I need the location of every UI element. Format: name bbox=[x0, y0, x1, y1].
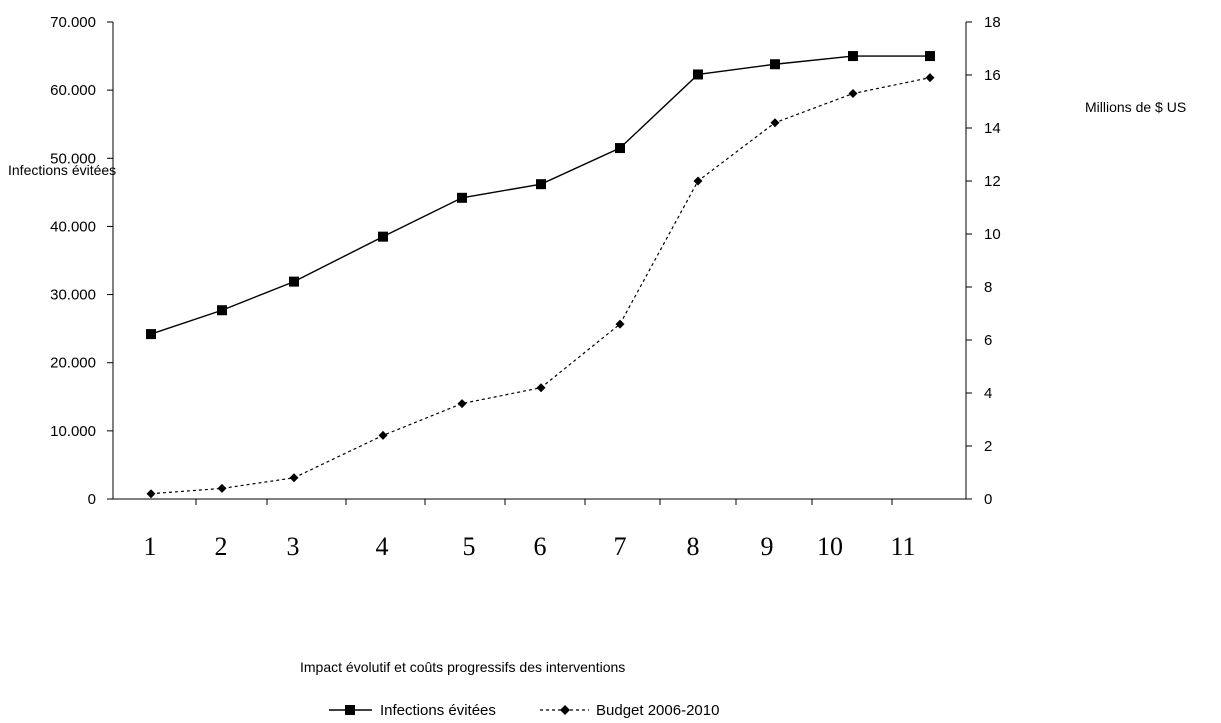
legend-budget-marker bbox=[560, 705, 570, 715]
left-tick-label: 50.000 bbox=[50, 150, 96, 167]
left-tick-label: 20.000 bbox=[50, 355, 96, 372]
x-tick-label: 1 bbox=[144, 532, 157, 561]
budget-point bbox=[693, 176, 703, 186]
budget-series-line bbox=[150, 77, 931, 495]
left-tick-label: 0 bbox=[88, 491, 96, 508]
right-tick-label: 18 bbox=[984, 14, 1001, 31]
left-tick-label: 60.000 bbox=[50, 82, 96, 99]
infections-point bbox=[289, 276, 299, 287]
left-tick-label: 10.000 bbox=[50, 423, 96, 440]
legend-infections-label: Infections évitées bbox=[380, 702, 496, 719]
budget-point bbox=[457, 399, 467, 409]
infections-series-line bbox=[150, 55, 930, 335]
right-tick-label: 2 bbox=[984, 438, 992, 455]
left-tick-label: 70.000 bbox=[50, 14, 96, 31]
budget-point bbox=[925, 73, 935, 83]
left-tick-label: 40.000 bbox=[50, 218, 96, 235]
infections-point bbox=[693, 69, 703, 80]
infections-point bbox=[217, 305, 227, 316]
infections-point bbox=[378, 231, 388, 242]
x-tick-label: 7 bbox=[614, 532, 627, 561]
budget-point bbox=[848, 89, 858, 99]
infections-point bbox=[146, 329, 156, 340]
x-tick-label: 4 bbox=[376, 532, 389, 561]
infections-point bbox=[615, 143, 625, 154]
left-axis-title: Infections évitées bbox=[8, 162, 116, 178]
legend: Infections évitées Budget 2006-2010 bbox=[329, 702, 719, 719]
left-tick-label: 30.000 bbox=[50, 287, 96, 304]
x-tick-label: 9 bbox=[761, 532, 774, 561]
x-tick-label: 2 bbox=[215, 532, 228, 561]
x-axis-title: Impact évolutif et coûts progressifs des… bbox=[300, 659, 625, 675]
x-tick-label: 6 bbox=[534, 532, 547, 561]
x-tick-label: 3 bbox=[287, 532, 300, 561]
budget-point bbox=[217, 483, 227, 493]
right-tick-label: 10 bbox=[984, 226, 1001, 243]
legend-budget-label: Budget 2006-2010 bbox=[596, 702, 719, 719]
right-tick-label: 12 bbox=[984, 173, 1001, 190]
infections-point bbox=[848, 51, 858, 62]
right-tick-label: 6 bbox=[984, 332, 992, 349]
budget-point bbox=[378, 430, 388, 440]
x-tick-label: 8 bbox=[687, 532, 700, 561]
infections-point bbox=[457, 192, 467, 203]
x-tick-label: 10 bbox=[817, 532, 843, 561]
budget-point bbox=[536, 383, 546, 393]
right-tick-label: 0 bbox=[984, 491, 992, 508]
infections-point bbox=[925, 51, 935, 62]
right-tick-label: 8 bbox=[984, 279, 992, 296]
budget-point bbox=[289, 473, 299, 483]
right-axis-title: Millions de $ US bbox=[1085, 99, 1186, 115]
budget-point bbox=[615, 319, 625, 329]
right-tick-label: 4 bbox=[984, 385, 992, 402]
x-tick-label: 11 bbox=[890, 532, 915, 561]
series-layer bbox=[146, 51, 935, 499]
budget-point bbox=[770, 118, 780, 128]
legend-infections-marker bbox=[345, 705, 355, 715]
axes: 0 10.000 20.000 30.000 40.000 50.000 60.000 70.… bbox=[50, 14, 1001, 561]
right-tick-label: 16 bbox=[984, 67, 1001, 84]
infections-point bbox=[770, 59, 780, 70]
right-tick-label: 14 bbox=[984, 120, 1001, 137]
x-tick-label: 5 bbox=[463, 532, 476, 561]
infections-point bbox=[536, 179, 546, 190]
budget-point bbox=[146, 489, 156, 499]
